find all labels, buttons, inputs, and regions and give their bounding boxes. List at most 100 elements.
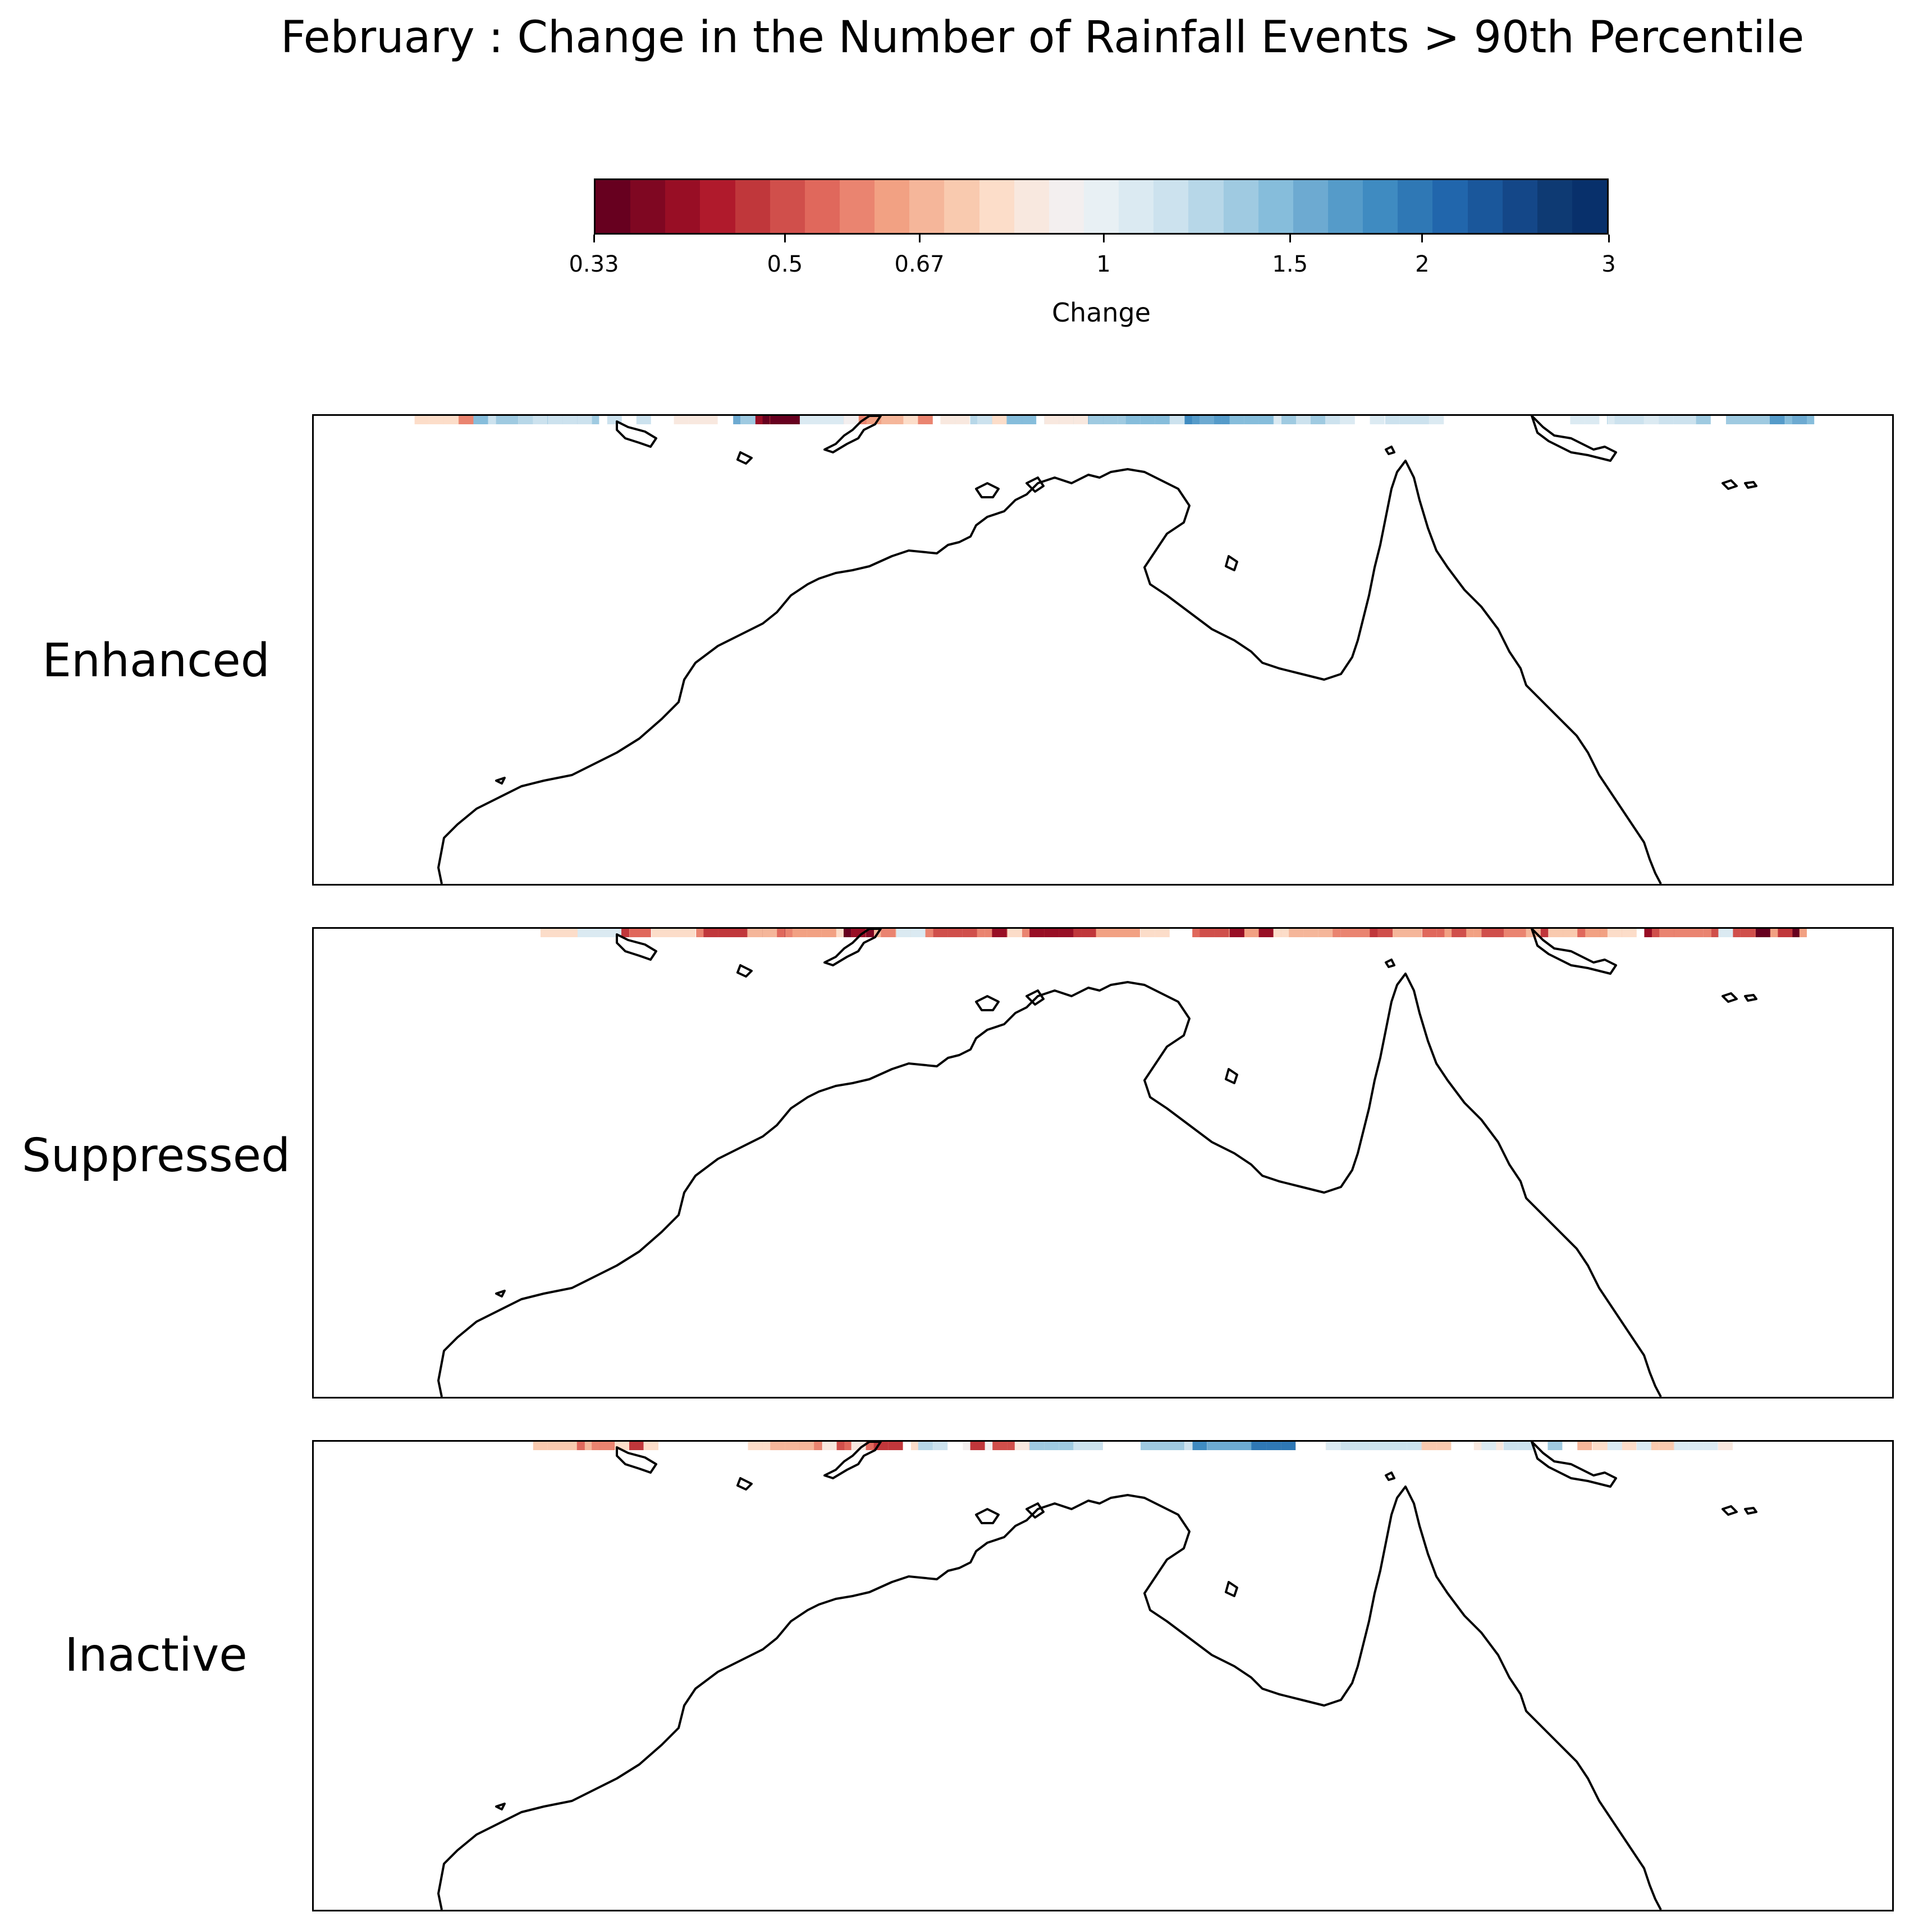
colorbar-segment [665,180,701,233]
colorbar-segment [1502,180,1537,233]
colorbar-tick [1421,235,1423,242]
colorbar-segment [909,180,945,233]
island-coast [1385,446,1395,455]
grid-cell [881,929,896,937]
grid-cell [473,416,488,424]
island-coast [1744,481,1757,489]
grid-cell [1429,416,1444,424]
mainland-coast [437,1486,1662,1910]
grid-cell [896,929,911,937]
grid-cell [1585,416,1600,424]
grid-cell [1755,416,1770,424]
grid-cell [548,416,563,424]
island-coast [1385,959,1395,968]
grid-cell [1266,1442,1281,1450]
rainfall-change-cells [541,929,1807,937]
grid-cell [1407,929,1422,937]
island-coast [736,964,753,978]
colorbar-tick [784,235,786,242]
grid-cell [1155,929,1170,937]
grid-cell [1200,929,1215,937]
colorbar-tick-label: 0.67 [894,251,945,277]
grid-cell [592,929,607,937]
colorbar-tick [1608,235,1610,242]
grid-cell [562,416,578,424]
grid-cell [1659,929,1674,937]
grid-cell [992,1442,1008,1450]
grid-cell [1326,1442,1341,1450]
island-coast [495,1803,506,1810]
colorbar-strip [594,178,1609,235]
colorbar-segment [596,180,631,233]
grid-cell [822,1442,837,1450]
grid-cell [933,929,948,937]
grid-cell [541,929,555,937]
grid-cell [1155,416,1170,424]
colorbar-segment [1572,180,1608,233]
grid-cell [903,416,918,424]
island-coast [1531,416,1617,462]
mainland-coast [437,460,1662,884]
island-coast [1722,1505,1738,1516]
grid-cell [748,1442,763,1450]
grid-cell [1073,416,1088,424]
island-coast [1531,1442,1617,1488]
grid-cell [1718,1442,1733,1450]
colorbar-tick-label: 0.33 [569,251,619,277]
colorbar-tick-label: 2 [1415,251,1430,277]
colorbar-label: Change [1051,297,1151,328]
grid-cell [1355,929,1370,937]
grid-cell [1518,1442,1533,1450]
grid-cell [1014,1442,1029,1450]
grid-cell [1074,1442,1088,1450]
colorbar-segment [630,180,666,233]
grid-cell [1422,1442,1437,1450]
colorbar [594,178,1609,235]
map-suppressed [437,929,1807,1397]
island-coast [616,420,657,448]
grid-cell [1318,929,1333,937]
grid-cell [1607,1442,1622,1450]
island-coast [616,1446,657,1474]
grid-cell [1340,416,1355,424]
colorbar-tick-label: 3 [1601,251,1616,277]
grid-cell [1088,1442,1103,1450]
colorbar-segment [1537,180,1572,233]
grid-cell [933,1442,948,1450]
grid-cell [1296,416,1311,424]
colorbar-segment [1398,180,1433,233]
grid-cell [555,929,570,937]
mainland-coast [437,973,1662,1397]
grid-cell [770,1442,785,1450]
grid-cell [414,416,429,424]
grid-cell [1340,929,1356,937]
grid-cell [644,1442,658,1450]
grid-cell [1311,416,1325,424]
grid-cell [1563,929,1578,937]
grid-cell [1244,929,1259,937]
colorbar-segment [979,180,1014,233]
grid-cell [1770,416,1785,424]
grid-cell [1392,1442,1407,1450]
grid-cell [1548,929,1563,937]
grid-cell [1222,1442,1237,1450]
grid-cell [1258,929,1274,937]
colorbar-segment [1188,180,1224,233]
grid-cell [1059,929,1074,937]
grid-cell [703,416,718,424]
grid-cell [1096,929,1111,937]
grid-cell [962,929,977,937]
coastline [437,1442,1757,1910]
island-coast [1025,989,1045,1006]
grid-cell [1674,1442,1689,1450]
grid-cell [910,929,926,937]
grid-cell [1674,929,1689,937]
grid-cell [547,1442,562,1450]
grid-cell [1503,1442,1518,1450]
grid-cell [1755,929,1770,937]
grid-cell [1370,416,1385,424]
grid-cell [851,929,866,937]
grid-cell [1303,929,1318,937]
grid-cell [1125,929,1140,937]
grid-cell [821,929,836,937]
